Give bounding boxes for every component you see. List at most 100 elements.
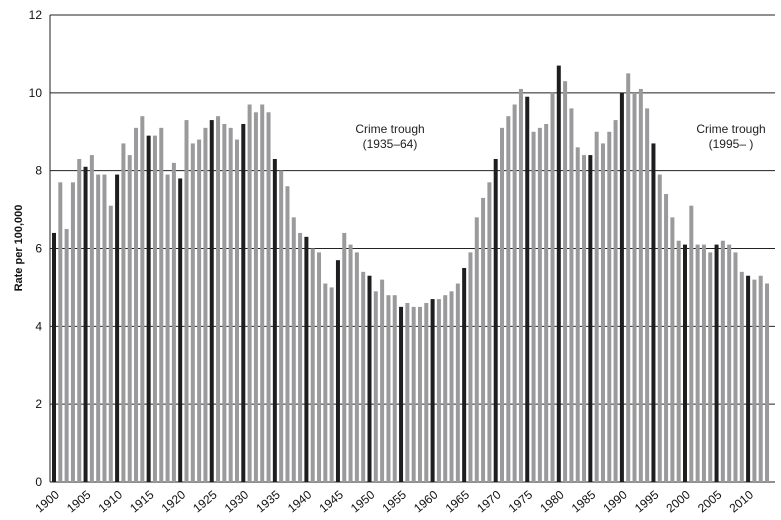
x-tick-label: 1935: [253, 487, 283, 515]
x-tick-label: 1945: [316, 487, 346, 515]
bar-1921: [184, 120, 189, 482]
bar-2010: [746, 275, 751, 482]
bar-1987: [600, 143, 605, 483]
x-tick-label: 1985: [569, 487, 599, 515]
bar-1960: [430, 299, 435, 482]
x-tick-label: 1900: [32, 487, 62, 515]
bar-1982: [569, 108, 574, 483]
bar-1953: [386, 295, 391, 482]
bar-1985: [588, 155, 593, 482]
gridlines: [49, 14, 775, 483]
bar-1963: [449, 291, 454, 482]
x-tick-label: 1925: [190, 487, 220, 515]
bar-1965: [462, 267, 467, 482]
bar-1984: [582, 155, 587, 482]
bar-1971: [500, 127, 505, 482]
bar-1911: [121, 143, 126, 483]
bar-2011: [752, 279, 757, 482]
bar-1989: [613, 120, 618, 482]
bar-1974: [518, 88, 523, 483]
bar-1945: [335, 260, 340, 482]
bar-1909: [108, 205, 113, 483]
bar-1922: [190, 143, 195, 483]
x-tick-label: 2005: [695, 487, 725, 515]
bar-1983: [575, 147, 580, 483]
bar-1946: [342, 232, 347, 482]
annotation-trough-1-years: (1935–64): [363, 137, 418, 151]
x-tick-label: 2010: [727, 487, 757, 515]
bar-1949: [361, 271, 366, 482]
bar-1933: [260, 104, 265, 482]
y-axis-label: Rate per 100,000: [13, 205, 25, 292]
bar-2009: [739, 271, 744, 482]
x-tick-label: 1995: [632, 487, 662, 515]
bar-1913: [134, 127, 139, 482]
bar-1967: [474, 217, 479, 482]
y-tick-label: 4: [35, 319, 42, 333]
x-tick-label: 1915: [127, 487, 157, 515]
bar-1988: [607, 131, 612, 482]
y-tick-label: 6: [35, 242, 42, 256]
x-tick-label: 1965: [443, 487, 473, 515]
bar-1968: [481, 197, 486, 483]
x-tick-label: 1930: [222, 487, 252, 515]
bar-1957: [411, 306, 416, 482]
bar-1954: [392, 295, 397, 482]
x-tick-label: 1910: [96, 487, 126, 515]
bar-1943: [323, 283, 328, 482]
bar-1981: [563, 81, 568, 483]
bar-1908: [102, 174, 107, 482]
bar-1930: [241, 123, 246, 482]
bar-1907: [96, 174, 101, 482]
annotation-trough-1-title: Crime trough: [355, 122, 424, 136]
x-axis-ticks: 1900 1905 1910 1915 1920 1925 1930 1935 1940 1945…: [32, 487, 756, 515]
bar-1924: [203, 127, 208, 482]
bar-1931: [247, 104, 252, 482]
bar-1992: [632, 92, 637, 482]
x-tick-label: 2000: [663, 487, 693, 515]
bar-1935: [272, 158, 277, 482]
annotation-trough-2-title: Crime trough: [696, 122, 765, 136]
y-axis-ticks: 0 2 4 6 8 10 12: [29, 8, 43, 489]
bar-1998: [670, 217, 675, 482]
bar-1925: [209, 120, 214, 482]
x-tick-label: 1905: [64, 487, 94, 515]
bar-1996: [657, 174, 662, 482]
bar-1937: [285, 186, 290, 482]
bar-1923: [197, 139, 202, 483]
bar-1999: [676, 240, 681, 482]
bar-2012: [758, 275, 763, 482]
bar-1903: [70, 182, 75, 482]
x-tick-label: 1970: [474, 487, 504, 515]
bar-1948: [354, 252, 359, 482]
x-tick-label: 1920: [159, 487, 189, 515]
bar-1979: [550, 92, 555, 482]
bar-1980: [556, 65, 561, 482]
bar-1900: [52, 232, 56, 482]
bar-1955: [399, 306, 404, 482]
bar-1942: [317, 252, 322, 482]
bar-2003: [701, 244, 706, 482]
bar-1995: [651, 143, 656, 483]
bar-2001: [689, 205, 694, 483]
bar-1918: [165, 174, 170, 482]
y-tick-label: 8: [35, 164, 42, 178]
bar-1994: [645, 108, 650, 483]
bar-1905: [83, 166, 88, 482]
bar-1928: [228, 127, 233, 482]
bar-1970: [493, 158, 498, 482]
bar-1926: [216, 116, 221, 482]
bar-2004: [708, 252, 713, 482]
bar-1991: [626, 73, 631, 482]
x-tick-label: 1940: [285, 487, 315, 515]
y-tick-label: 0: [35, 475, 42, 489]
bar-1910: [115, 174, 120, 482]
x-tick-label: 1980: [537, 487, 567, 515]
bar-1986: [594, 131, 599, 482]
bar-1939: [298, 232, 303, 482]
bar-1977: [537, 127, 542, 482]
bar-1962: [443, 295, 448, 482]
bar-1952: [380, 279, 385, 482]
bar-1959: [424, 302, 429, 482]
